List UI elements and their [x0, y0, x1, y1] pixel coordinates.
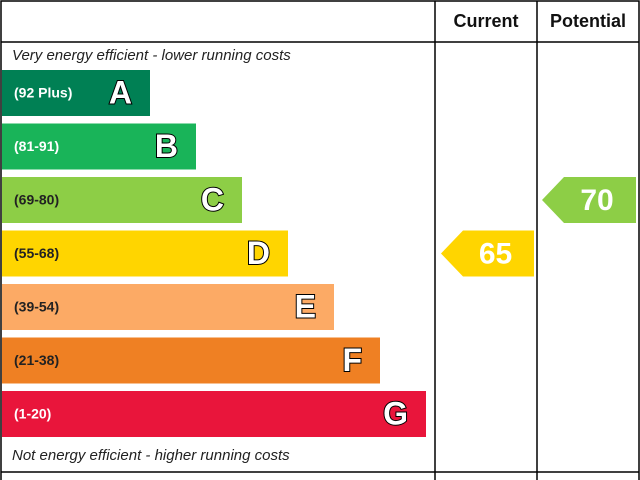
band-range: (1-20): [14, 406, 51, 422]
band-range: (39-54): [14, 299, 59, 315]
rating-value: 65: [479, 237, 512, 270]
band-bar: [2, 284, 334, 330]
band-bar: [2, 337, 380, 384]
band-letter: A: [109, 74, 132, 110]
current-header: Current: [453, 11, 518, 31]
band-letter: D: [247, 235, 270, 271]
band-bar: [2, 123, 196, 170]
band-range: (92 Plus): [14, 85, 72, 101]
band-letter: B: [155, 128, 178, 164]
rating-value: 70: [580, 184, 613, 217]
bottom-note: Not energy efficient - higher running co…: [12, 447, 290, 464]
band-range: (81-91): [14, 138, 59, 154]
band-bar: [2, 391, 426, 437]
band-range: (55-68): [14, 245, 59, 261]
rating-arrow: [542, 177, 636, 223]
band-bar: [2, 70, 150, 116]
top-note: Very energy efficient - lower running co…: [12, 47, 291, 64]
band-bar: [2, 230, 288, 277]
rating-arrow: [441, 230, 534, 277]
band-letter: G: [383, 395, 408, 431]
band-letter: C: [201, 181, 224, 217]
band-range: (69-80): [14, 192, 59, 208]
potential-header: Potential: [550, 11, 626, 31]
band-letter: F: [342, 342, 362, 378]
band-bar: [2, 177, 242, 223]
band-range: (21-38): [14, 352, 59, 368]
band-letter: E: [295, 288, 316, 324]
